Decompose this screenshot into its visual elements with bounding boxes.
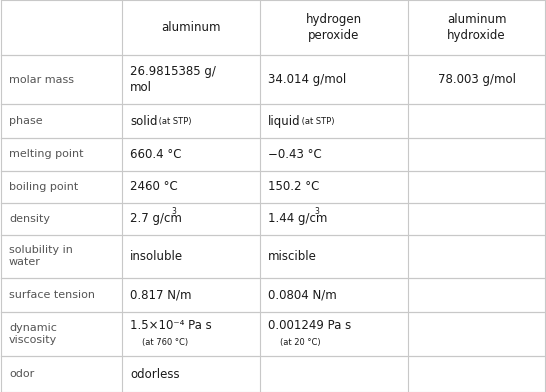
Text: molar mass: molar mass (9, 75, 74, 85)
Text: odorless: odorless (130, 368, 180, 381)
Text: density: density (9, 214, 50, 224)
Text: (at STP): (at STP) (299, 117, 335, 126)
Text: 0.817 N/m: 0.817 N/m (130, 288, 192, 301)
Text: 3: 3 (315, 207, 319, 216)
Text: aluminum
hydroxide: aluminum hydroxide (447, 13, 506, 42)
Text: 26.9815385 g/
mol: 26.9815385 g/ mol (130, 65, 216, 94)
Text: 0.0804 N/m: 0.0804 N/m (268, 288, 337, 301)
Text: melting point: melting point (9, 149, 84, 160)
Text: 2.7 g/cm: 2.7 g/cm (130, 212, 182, 225)
Text: 3: 3 (171, 207, 176, 216)
Text: 1.44 g/cm: 1.44 g/cm (268, 212, 328, 225)
Text: odor: odor (9, 369, 34, 379)
Text: (at 760 °C): (at 760 °C) (142, 338, 188, 347)
Text: 34.014 g/mol: 34.014 g/mol (268, 73, 346, 86)
Text: insoluble: insoluble (130, 250, 183, 263)
Text: aluminum: aluminum (161, 21, 221, 34)
Text: solubility in
water: solubility in water (9, 245, 73, 267)
Text: −0.43 °C: −0.43 °C (268, 148, 322, 161)
Text: 660.4 °C: 660.4 °C (130, 148, 181, 161)
Text: hydrogen
peroxide: hydrogen peroxide (306, 13, 362, 42)
Text: dynamic
viscosity: dynamic viscosity (9, 323, 57, 345)
Text: phase: phase (9, 116, 43, 127)
Text: (at 20 °C): (at 20 °C) (280, 338, 321, 347)
Text: 78.003 g/mol: 78.003 g/mol (437, 73, 515, 86)
Text: (at STP): (at STP) (156, 117, 192, 126)
Text: solid (at STP): solid (at STP) (130, 115, 208, 128)
Text: 1.5×10⁻⁴ Pa s: 1.5×10⁻⁴ Pa s (130, 319, 212, 332)
Text: liquid: liquid (268, 115, 301, 128)
Text: solid: solid (130, 115, 157, 128)
Text: liquid (at STP): liquid (at STP) (268, 115, 351, 128)
Text: surface tension: surface tension (9, 290, 95, 299)
Text: 2460 °C: 2460 °C (130, 180, 178, 193)
Text: 0.001249 Pa s: 0.001249 Pa s (268, 319, 351, 332)
Text: boiling point: boiling point (9, 181, 78, 192)
Text: miscible: miscible (268, 250, 317, 263)
Text: 150.2 °C: 150.2 °C (268, 180, 319, 193)
